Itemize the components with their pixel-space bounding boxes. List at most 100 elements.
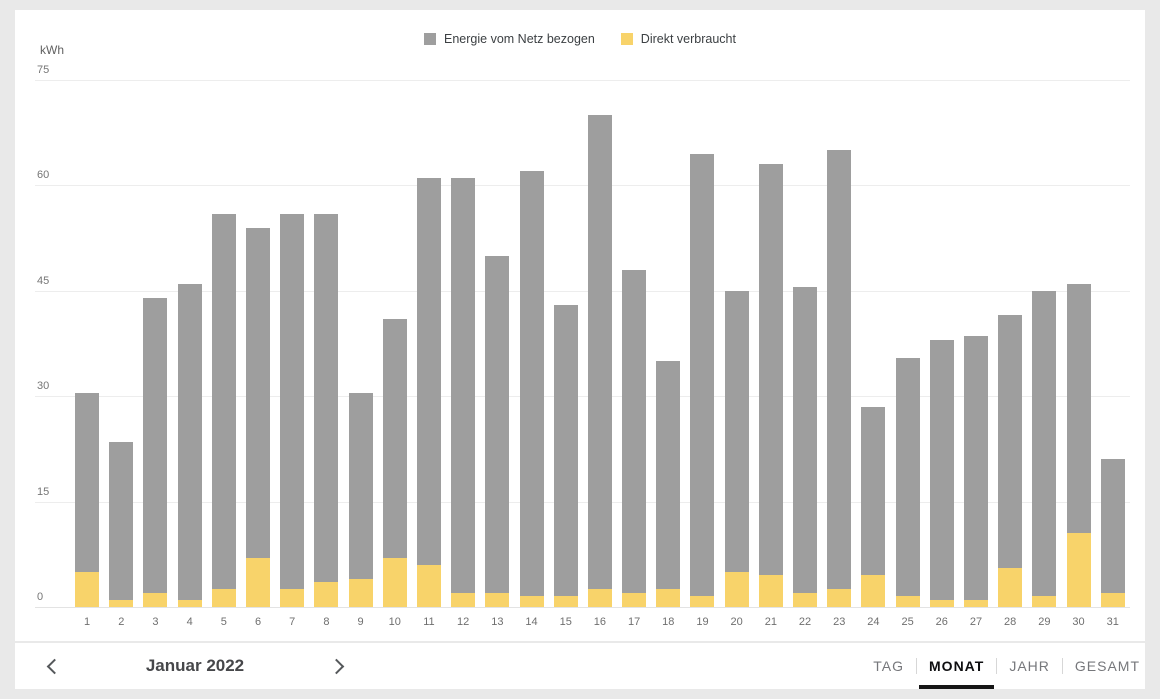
bar-segment-netz-bezogen xyxy=(656,361,681,590)
bar-segment-netz-bezogen xyxy=(929,340,954,600)
gridline-0 xyxy=(35,607,1130,608)
bar-day-16[interactable] xyxy=(583,80,617,607)
bar-day-4[interactable] xyxy=(173,80,207,607)
bar-segment-netz-bezogen xyxy=(246,227,271,558)
bar-day-21[interactable] xyxy=(754,80,788,607)
bar-segment-direkt-verbraucht xyxy=(587,589,612,607)
y-tick-label-30: 30 xyxy=(37,380,50,393)
x-tick-label-3: 3 xyxy=(152,616,159,628)
tab-monat[interactable]: MONAT xyxy=(918,643,995,689)
bar-day-23[interactable] xyxy=(822,80,856,607)
bar-segment-direkt-verbraucht xyxy=(416,564,441,607)
bar-segment-direkt-verbraucht xyxy=(793,592,818,607)
bar-segment-direkt-verbraucht xyxy=(1032,596,1057,607)
bar-segment-netz-bezogen xyxy=(1032,290,1057,597)
bar-day-18[interactable] xyxy=(651,80,685,607)
x-tick-label-28: 28 xyxy=(1004,616,1017,628)
tab-jahr[interactable]: JAHR xyxy=(1009,658,1050,674)
y-tick-label-75: 75 xyxy=(37,64,50,76)
bar-day-30[interactable] xyxy=(1061,80,1095,607)
bar-segment-netz-bezogen xyxy=(622,269,647,593)
bar-day-26[interactable] xyxy=(925,80,959,607)
bar-day-7[interactable] xyxy=(275,80,309,607)
bar-day-15[interactable] xyxy=(549,80,583,607)
bar-day-1[interactable] xyxy=(70,80,104,607)
next-month-button[interactable] xyxy=(321,649,355,683)
x-tick-label-30: 30 xyxy=(1072,616,1085,628)
bar-day-31[interactable] xyxy=(1096,80,1130,607)
tab-gesamt[interactable]: GESAMT xyxy=(1074,658,1140,674)
y-axis-unit-label: kWh xyxy=(40,43,64,57)
bar-day-9[interactable] xyxy=(344,80,378,607)
bottom-toolbar: Januar 2022 TAG MONAT JAHR GESAMT xyxy=(15,643,1145,689)
bar-segment-netz-bezogen xyxy=(1066,283,1091,534)
bar-segment-direkt-verbraucht xyxy=(75,571,100,607)
bar-segment-direkt-verbraucht xyxy=(382,557,407,607)
x-tick-label-26: 26 xyxy=(935,616,948,628)
x-tick-label-18: 18 xyxy=(662,616,675,628)
bar-segment-direkt-verbraucht xyxy=(519,596,544,607)
tab-separator xyxy=(916,658,918,674)
bar-day-8[interactable] xyxy=(309,80,343,607)
bar-segment-netz-bezogen xyxy=(724,290,749,572)
x-tick-label-20: 20 xyxy=(730,616,743,628)
x-tick-label-17: 17 xyxy=(627,616,641,628)
bar-day-3[interactable] xyxy=(138,80,172,607)
plot-area: 75 60 45 30 15 0 1 2 3 4 5 6 7 8 9 10 11 12 13 14 15 16 17 18 1… xyxy=(35,64,1130,628)
bar-segment-netz-bezogen xyxy=(519,171,544,597)
x-tick-label-2: 2 xyxy=(118,616,125,628)
direkt-verbraucht-swatch-icon xyxy=(620,33,633,45)
bar-day-11[interactable] xyxy=(412,80,446,607)
bar-segment-netz-bezogen xyxy=(211,213,236,590)
bar-segment-direkt-verbraucht xyxy=(622,592,647,607)
bar-day-20[interactable] xyxy=(720,80,754,607)
bar-day-6[interactable] xyxy=(241,80,275,607)
bar-day-13[interactable] xyxy=(480,80,514,607)
gridline-15 xyxy=(35,501,1130,503)
bar-segment-netz-bezogen xyxy=(280,213,305,590)
bar-segment-direkt-verbraucht xyxy=(211,589,236,607)
bar-day-24[interactable] xyxy=(856,80,890,607)
x-tick-label-15: 15 xyxy=(559,616,572,628)
bar-day-22[interactable] xyxy=(788,80,822,607)
bar-day-25[interactable] xyxy=(891,80,925,607)
bar-day-14[interactable] xyxy=(514,80,548,607)
legend-item-direkt-verbraucht[interactable]: Direkt verbraucht xyxy=(620,32,736,46)
bar-segment-netz-bezogen xyxy=(75,392,100,572)
x-tick-label-25: 25 xyxy=(901,616,914,628)
bar-day-19[interactable] xyxy=(685,80,719,607)
bar-day-17[interactable] xyxy=(617,80,651,607)
bar-segment-netz-bezogen xyxy=(963,336,988,600)
bar-day-5[interactable] xyxy=(207,80,241,607)
bar-day-29[interactable] xyxy=(1027,80,1061,607)
bar-segment-direkt-verbraucht xyxy=(143,592,168,607)
bar-segment-netz-bezogen xyxy=(895,357,920,597)
month-label: Januar 2022 xyxy=(145,656,245,675)
bar-day-10[interactable] xyxy=(378,80,412,607)
bar-segment-direkt-verbraucht xyxy=(963,599,988,607)
previous-month-button[interactable] xyxy=(35,649,69,683)
x-tick-label-19: 19 xyxy=(696,616,709,628)
bar-segment-netz-bezogen xyxy=(758,164,783,576)
x-tick-label-24: 24 xyxy=(867,616,880,628)
x-tick-label-23: 23 xyxy=(833,616,846,628)
bar-segment-direkt-verbraucht xyxy=(109,599,134,607)
bar-segment-netz-bezogen xyxy=(348,392,373,579)
bar-day-28[interactable] xyxy=(993,80,1027,607)
tab-tag[interactable]: TAG xyxy=(873,658,905,674)
bar-day-27[interactable] xyxy=(959,80,993,607)
bar-segment-direkt-verbraucht xyxy=(1066,533,1091,607)
bar-day-12[interactable] xyxy=(446,80,480,607)
gridline-30 xyxy=(35,396,1130,398)
legend-item-netz-bezogen[interactable]: Energie vom Netz bezogen xyxy=(424,32,595,46)
x-tick-label-31: 31 xyxy=(1106,616,1119,628)
bar-segment-netz-bezogen xyxy=(314,213,339,583)
bar-segment-netz-bezogen xyxy=(451,178,476,593)
x-tick-label-6: 6 xyxy=(254,616,262,628)
bar-day-2[interactable] xyxy=(104,80,138,607)
chart-card: Energie vom Netz bezogen Direkt verbrauc… xyxy=(15,10,1145,641)
bar-segment-netz-bezogen xyxy=(587,115,612,590)
bar-segment-netz-bezogen xyxy=(485,255,510,593)
x-tick-label-27: 27 xyxy=(969,616,983,628)
